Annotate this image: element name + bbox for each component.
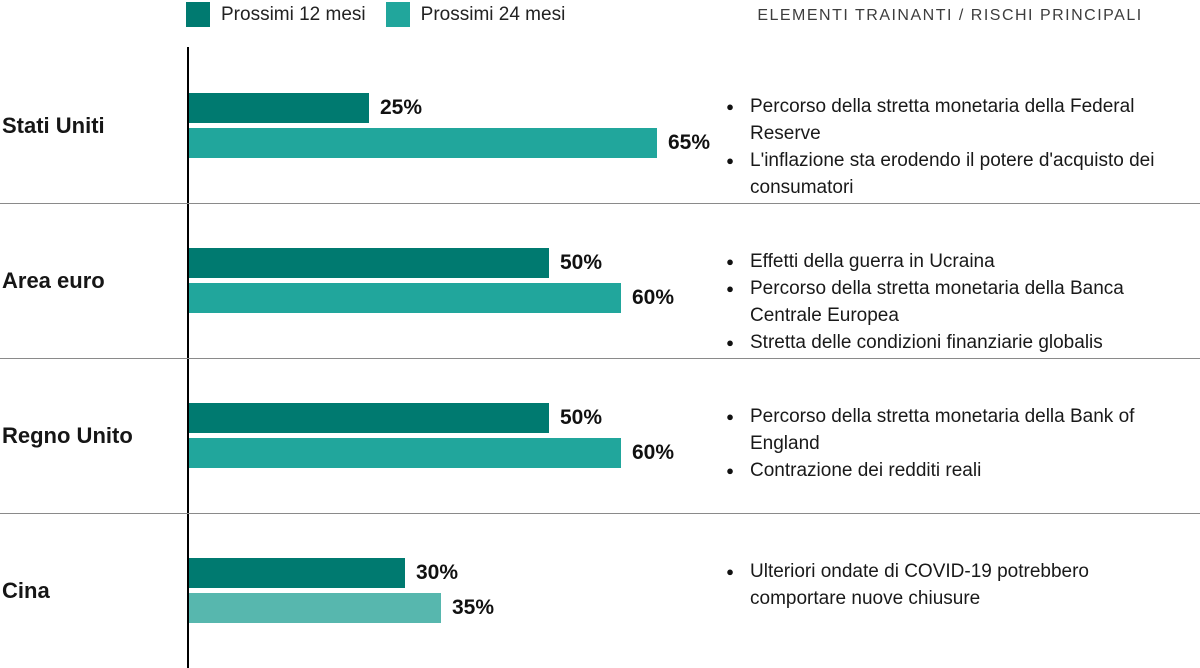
bar-value-label: 50% — [560, 251, 603, 274]
bar-value-label: 65% — [668, 131, 711, 154]
legend: Prossimi 12 mesi Prossimi 24 mesi — [186, 2, 565, 27]
risk-text: Effetti della guerra in Ucraina — [750, 251, 995, 272]
risk-bullet-item: ● Percorso della stretta monetaria della … — [710, 275, 1198, 329]
risk-text: Percorso della stretta monetaria della B… — [750, 406, 1135, 454]
bar-line: 60% — [189, 283, 674, 313]
bar-line: 65% — [189, 128, 710, 158]
row-separator — [0, 513, 1200, 514]
legend-item-24m: Prossimi 24 mesi — [385, 2, 566, 27]
chart-axis-line — [187, 47, 189, 668]
risk-bullet-item: ● L'inflazione sta erodendo il potere d'a… — [710, 147, 1198, 201]
legend-swatch-12m-icon — [186, 2, 210, 27]
bullet-icon: ● — [726, 335, 734, 350]
bar-value-label: 60% — [632, 441, 675, 464]
chart-row: Cina 30% 35% ● Ulteriori ondate di COVID-19 … — [0, 513, 1200, 668]
bullet-icon: ● — [726, 564, 734, 579]
risk-text: Percorso della stretta monetaria della B… — [750, 278, 1124, 326]
bullet-icon: ● — [726, 463, 734, 478]
risk-text: Stretta delle condizioni finanziarie glo… — [750, 332, 1103, 353]
bar-line: 35% — [189, 593, 494, 623]
row-label: Cina — [2, 577, 50, 603]
bar-line: 60% — [189, 438, 674, 468]
bar-12m — [189, 93, 369, 123]
right-column-header: ELEMENTI TRAINANTI / RISCHI PRINCIPALI — [757, 7, 1143, 24]
legend-swatch-24m-icon — [385, 2, 410, 27]
chart-row: Regno Unito 50% 60% ● Percorso della stretta… — [0, 358, 1200, 513]
bar-group: 50% 60% — [189, 248, 674, 318]
bullet-icon: ● — [726, 409, 734, 424]
bar-24m — [189, 438, 621, 468]
bar-12m — [189, 248, 549, 278]
bullet-icon: ● — [726, 281, 734, 296]
chart-row: Stati Uniti 25% 65% ● Percorso della stretta… — [0, 48, 1200, 203]
bar-line: 25% — [189, 93, 710, 123]
risk-bullet-item: ● Effetti della guerra in Ucraina — [710, 248, 1198, 275]
row-label: Stati Uniti — [2, 112, 105, 138]
risk-text: Contrazione dei redditi reali — [750, 460, 982, 481]
bullet-icon: ● — [726, 99, 734, 114]
bar-group: 50% 60% — [189, 403, 674, 473]
bar-12m — [189, 558, 405, 588]
risk-text: Percorso della stretta monetaria della F… — [750, 96, 1135, 144]
risk-text: Ulteriori ondate di COVID-19 potrebbero … — [750, 561, 1090, 609]
risk-bullet-item: ● Stretta delle condizioni finanziarie gl… — [710, 329, 1198, 356]
bar-line: 50% — [189, 403, 674, 433]
risk-text: L'inflazione sta erodendo il potere d'ac… — [750, 150, 1155, 198]
chart-row: Area euro 50% 60% ● Effetti della guerra in … — [0, 203, 1200, 358]
row-separator — [0, 358, 1200, 359]
bar-value-label: 35% — [452, 596, 495, 619]
bar-12m — [189, 403, 549, 433]
bar-24m — [189, 593, 441, 623]
row-label: Area euro — [2, 267, 105, 293]
bullet-icon: ● — [726, 153, 734, 168]
bar-value-label: 60% — [632, 286, 675, 309]
bar-value-label: 50% — [560, 406, 603, 429]
bar-24m — [189, 128, 657, 158]
legend-label-12m: Prossimi 12 mesi — [221, 3, 366, 25]
legend-item-12m: Prossimi 12 mesi — [186, 2, 366, 27]
bar-line: 50% — [189, 248, 674, 278]
risk-bullet-item: ● Ulteriori ondate di COVID-19 potrebbero… — [710, 558, 1198, 612]
risk-bullet-item: ● Contrazione dei redditi reali — [710, 457, 1198, 484]
risk-bullet-list: ● Percorso della stretta monetaria della … — [710, 403, 1198, 484]
row-label: Regno Unito — [2, 422, 133, 448]
bar-group: 25% 65% — [189, 93, 710, 163]
bar-group: 30% 35% — [189, 558, 494, 628]
risk-bullet-list: ● Effetti della guerra in Ucraina ● Percors… — [710, 248, 1198, 356]
legend-label-24m: Prossimi 24 mesi — [420, 3, 566, 25]
bar-value-label: 30% — [416, 561, 459, 584]
risk-bullet-list: ● Ulteriori ondate di COVID-19 potrebbero… — [710, 558, 1198, 612]
bar-24m — [189, 283, 621, 313]
bar-line: 30% — [189, 558, 494, 588]
bar-value-label: 25% — [380, 96, 423, 119]
risk-bullet-list: ● Percorso della stretta monetaria della … — [710, 93, 1198, 201]
bullet-icon: ● — [726, 254, 734, 269]
risk-bullet-item: ● Percorso della stretta monetaria della … — [710, 403, 1198, 457]
risk-bullet-item: ● Percorso della stretta monetaria della … — [710, 93, 1198, 147]
row-separator — [0, 203, 1200, 204]
